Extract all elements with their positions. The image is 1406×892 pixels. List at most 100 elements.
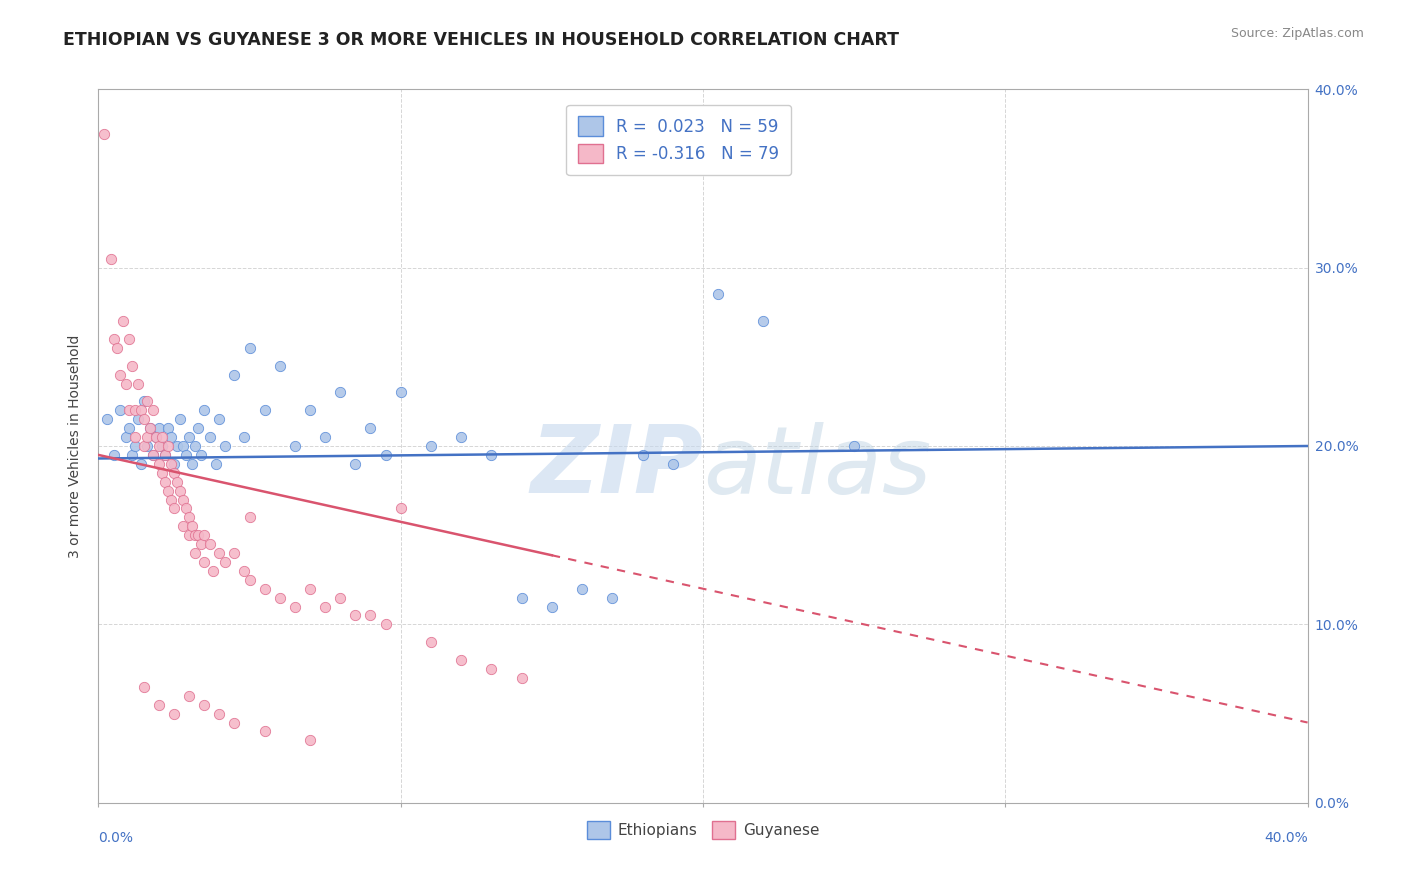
Point bbox=[374, 617, 396, 632]
Point bbox=[160, 430, 183, 444]
Point bbox=[224, 715, 246, 730]
Point bbox=[118, 421, 141, 435]
Point bbox=[510, 671, 533, 685]
Point bbox=[172, 492, 194, 507]
Point bbox=[193, 403, 215, 417]
Point bbox=[269, 359, 291, 373]
Point bbox=[135, 394, 157, 409]
Point bbox=[181, 519, 204, 533]
Point bbox=[145, 430, 167, 444]
Point bbox=[239, 573, 262, 587]
Point bbox=[179, 430, 201, 444]
Point bbox=[202, 564, 225, 578]
Point bbox=[148, 421, 170, 435]
Point bbox=[118, 332, 141, 346]
Point bbox=[389, 385, 412, 400]
Point bbox=[135, 430, 157, 444]
Point bbox=[166, 475, 188, 489]
Point bbox=[184, 439, 207, 453]
Text: Source: ZipAtlas.com: Source: ZipAtlas.com bbox=[1230, 27, 1364, 40]
Point bbox=[132, 412, 155, 426]
Point bbox=[132, 394, 155, 409]
Point bbox=[139, 421, 162, 435]
Point bbox=[142, 403, 165, 417]
Point bbox=[103, 332, 125, 346]
Point bbox=[314, 430, 336, 444]
Point bbox=[374, 448, 396, 462]
Point bbox=[299, 582, 322, 596]
Point bbox=[450, 430, 472, 444]
Text: 0.0%: 0.0% bbox=[98, 831, 134, 846]
Point bbox=[156, 421, 179, 435]
Point bbox=[121, 359, 143, 373]
Point bbox=[752, 314, 775, 328]
Point bbox=[169, 483, 191, 498]
Point bbox=[450, 653, 472, 667]
Point bbox=[148, 457, 170, 471]
Point bbox=[205, 457, 228, 471]
Point bbox=[481, 662, 503, 676]
Point bbox=[163, 706, 186, 721]
Point bbox=[153, 448, 176, 462]
Point bbox=[179, 510, 201, 524]
Point bbox=[124, 439, 146, 453]
Point bbox=[160, 457, 183, 471]
Point bbox=[103, 448, 125, 462]
Point bbox=[179, 528, 201, 542]
Point bbox=[142, 448, 165, 462]
Point bbox=[187, 528, 209, 542]
Point bbox=[184, 546, 207, 560]
Point bbox=[200, 430, 222, 444]
Point bbox=[132, 439, 155, 453]
Point bbox=[239, 341, 262, 355]
Point bbox=[118, 403, 141, 417]
Text: ETHIOPIAN VS GUYANESE 3 OR MORE VEHICLES IN HOUSEHOLD CORRELATION CHART: ETHIOPIAN VS GUYANESE 3 OR MORE VEHICLES… bbox=[63, 31, 900, 49]
Point bbox=[200, 537, 222, 551]
Point bbox=[174, 448, 197, 462]
Point bbox=[156, 483, 179, 498]
Point bbox=[329, 385, 352, 400]
Point bbox=[100, 252, 122, 266]
Point bbox=[193, 528, 215, 542]
Point bbox=[360, 608, 382, 623]
Point bbox=[253, 403, 276, 417]
Point bbox=[214, 555, 236, 569]
Point bbox=[108, 368, 131, 382]
Point bbox=[181, 457, 204, 471]
Point bbox=[208, 412, 231, 426]
Point bbox=[187, 421, 209, 435]
Point bbox=[114, 430, 136, 444]
Point bbox=[160, 492, 183, 507]
Point bbox=[420, 635, 443, 649]
Point bbox=[284, 599, 307, 614]
Text: 40.0%: 40.0% bbox=[1264, 831, 1308, 846]
Point bbox=[148, 439, 170, 453]
Point bbox=[208, 706, 231, 721]
Point bbox=[190, 537, 212, 551]
Point bbox=[239, 510, 262, 524]
Point bbox=[232, 430, 254, 444]
Point bbox=[299, 733, 322, 747]
Point bbox=[481, 448, 503, 462]
Point bbox=[172, 439, 194, 453]
Point bbox=[269, 591, 291, 605]
Point bbox=[232, 564, 254, 578]
Point bbox=[172, 519, 194, 533]
Point bbox=[142, 448, 165, 462]
Point bbox=[253, 724, 276, 739]
Point bbox=[190, 448, 212, 462]
Point bbox=[150, 430, 173, 444]
Point bbox=[174, 501, 197, 516]
Point bbox=[132, 680, 155, 694]
Point bbox=[148, 698, 170, 712]
Point bbox=[214, 439, 236, 453]
Point bbox=[193, 555, 215, 569]
Point bbox=[153, 475, 176, 489]
Point bbox=[510, 591, 533, 605]
Point bbox=[314, 599, 336, 614]
Point bbox=[108, 403, 131, 417]
Text: ZIP: ZIP bbox=[530, 421, 703, 514]
Point bbox=[224, 546, 246, 560]
Point bbox=[153, 448, 176, 462]
Point bbox=[121, 448, 143, 462]
